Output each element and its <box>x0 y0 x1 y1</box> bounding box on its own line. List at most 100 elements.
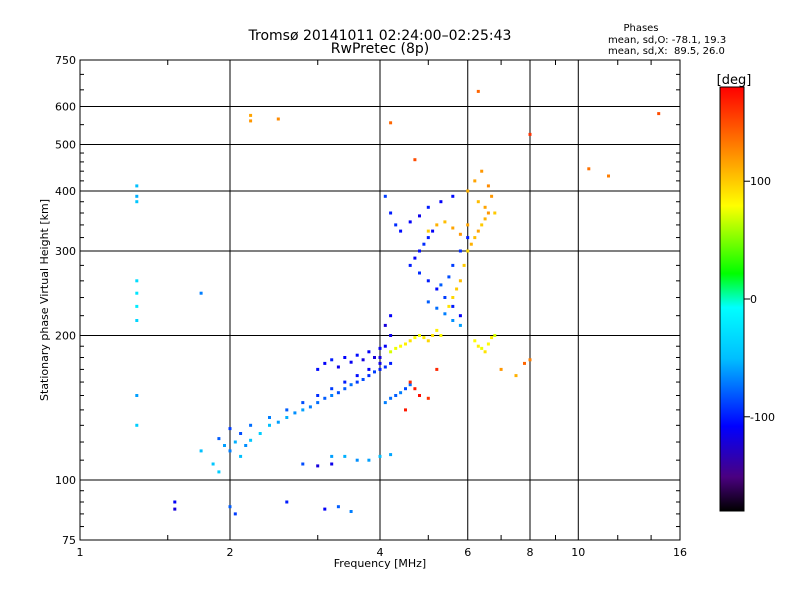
data-point <box>285 416 289 419</box>
data-point <box>418 394 421 397</box>
data-point <box>343 380 347 384</box>
data-point <box>499 367 503 371</box>
data-point <box>173 507 177 511</box>
data-point <box>466 236 470 240</box>
data-point <box>336 391 340 395</box>
data-point <box>493 211 497 215</box>
data-point <box>383 323 387 327</box>
data-point <box>378 454 382 458</box>
data-point <box>451 304 455 308</box>
data-point <box>343 356 347 359</box>
data-point <box>399 229 403 233</box>
data-point <box>426 396 430 400</box>
data-point <box>486 184 490 188</box>
x-tick-label: 1 <box>77 546 84 559</box>
data-point <box>483 350 487 354</box>
data-point <box>343 387 347 391</box>
y-tick-label: 500 <box>55 139 76 152</box>
data-point <box>233 512 237 516</box>
x-tick-label: 2 <box>227 546 234 559</box>
data-point <box>378 367 382 371</box>
data-point <box>389 121 393 125</box>
data-point <box>228 505 232 509</box>
data-point <box>399 391 403 395</box>
data-point <box>217 470 221 474</box>
y-axis-label: Stationary phase Virtual Height [km] <box>38 199 51 401</box>
data-point <box>435 223 439 227</box>
data-point <box>458 232 462 236</box>
colorbar-label: [deg] <box>717 73 752 88</box>
data-point <box>473 236 477 240</box>
data-point <box>408 339 412 343</box>
data-point <box>336 365 340 369</box>
data-point <box>476 229 480 233</box>
data-point <box>426 229 430 233</box>
data-point <box>486 211 490 215</box>
x-tick-label: 10 <box>571 546 585 559</box>
data-point <box>431 334 435 337</box>
x-tick-label: 8 <box>527 546 534 559</box>
data-point <box>422 336 426 340</box>
data-point <box>657 112 661 116</box>
data-point <box>466 249 470 253</box>
data-point <box>443 220 447 224</box>
data-point <box>135 291 139 295</box>
data-point <box>408 380 412 384</box>
data-point <box>249 113 253 117</box>
data-point <box>389 361 393 365</box>
data-point <box>490 336 494 340</box>
y-tick-label: 400 <box>55 185 76 198</box>
data-point <box>473 179 477 183</box>
data-point <box>443 312 447 316</box>
data-point <box>323 361 327 365</box>
data-point <box>413 336 417 340</box>
data-point <box>355 353 359 357</box>
data-point <box>383 344 387 348</box>
data-point <box>249 438 253 442</box>
data-point <box>378 356 382 359</box>
data-point <box>480 223 484 227</box>
data-point <box>528 132 532 136</box>
data-point <box>367 367 371 371</box>
data-point <box>523 361 526 365</box>
data-point <box>244 444 248 447</box>
data-point <box>276 117 280 121</box>
data-point <box>394 346 398 350</box>
data-point <box>451 194 455 198</box>
data-point <box>211 462 215 466</box>
stats-line-x: mean, sd,X: 89.5, 26.0 <box>608 46 725 57</box>
data-point <box>361 378 365 381</box>
data-point <box>439 200 443 204</box>
data-point <box>394 223 398 227</box>
data-point <box>455 287 459 291</box>
data-point <box>394 394 398 397</box>
data-point <box>355 380 359 384</box>
data-point <box>330 462 334 466</box>
data-point <box>330 394 334 397</box>
data-point <box>301 408 305 412</box>
data-point <box>308 405 312 409</box>
data-point <box>389 453 393 457</box>
data-point <box>258 432 262 435</box>
data-point <box>355 458 359 462</box>
data-point <box>239 432 243 435</box>
data-point <box>378 346 382 350</box>
data-point <box>426 236 430 240</box>
data-point <box>383 401 387 405</box>
data-point <box>435 367 439 371</box>
data-point <box>367 350 371 354</box>
data-point <box>135 194 139 198</box>
data-point <box>389 314 393 318</box>
data-point <box>458 249 462 253</box>
data-point <box>383 194 387 198</box>
data-point <box>426 300 430 304</box>
data-point <box>323 396 327 400</box>
data-point <box>223 444 226 447</box>
data-point <box>233 440 237 444</box>
data-point <box>316 464 320 468</box>
y-axis: 75 100 200 300 400 500 600 750 <box>55 54 680 547</box>
data-point <box>413 158 417 162</box>
colorbar-tick-label: 0 <box>750 293 757 306</box>
data-point <box>249 423 253 427</box>
data-point <box>316 367 320 371</box>
